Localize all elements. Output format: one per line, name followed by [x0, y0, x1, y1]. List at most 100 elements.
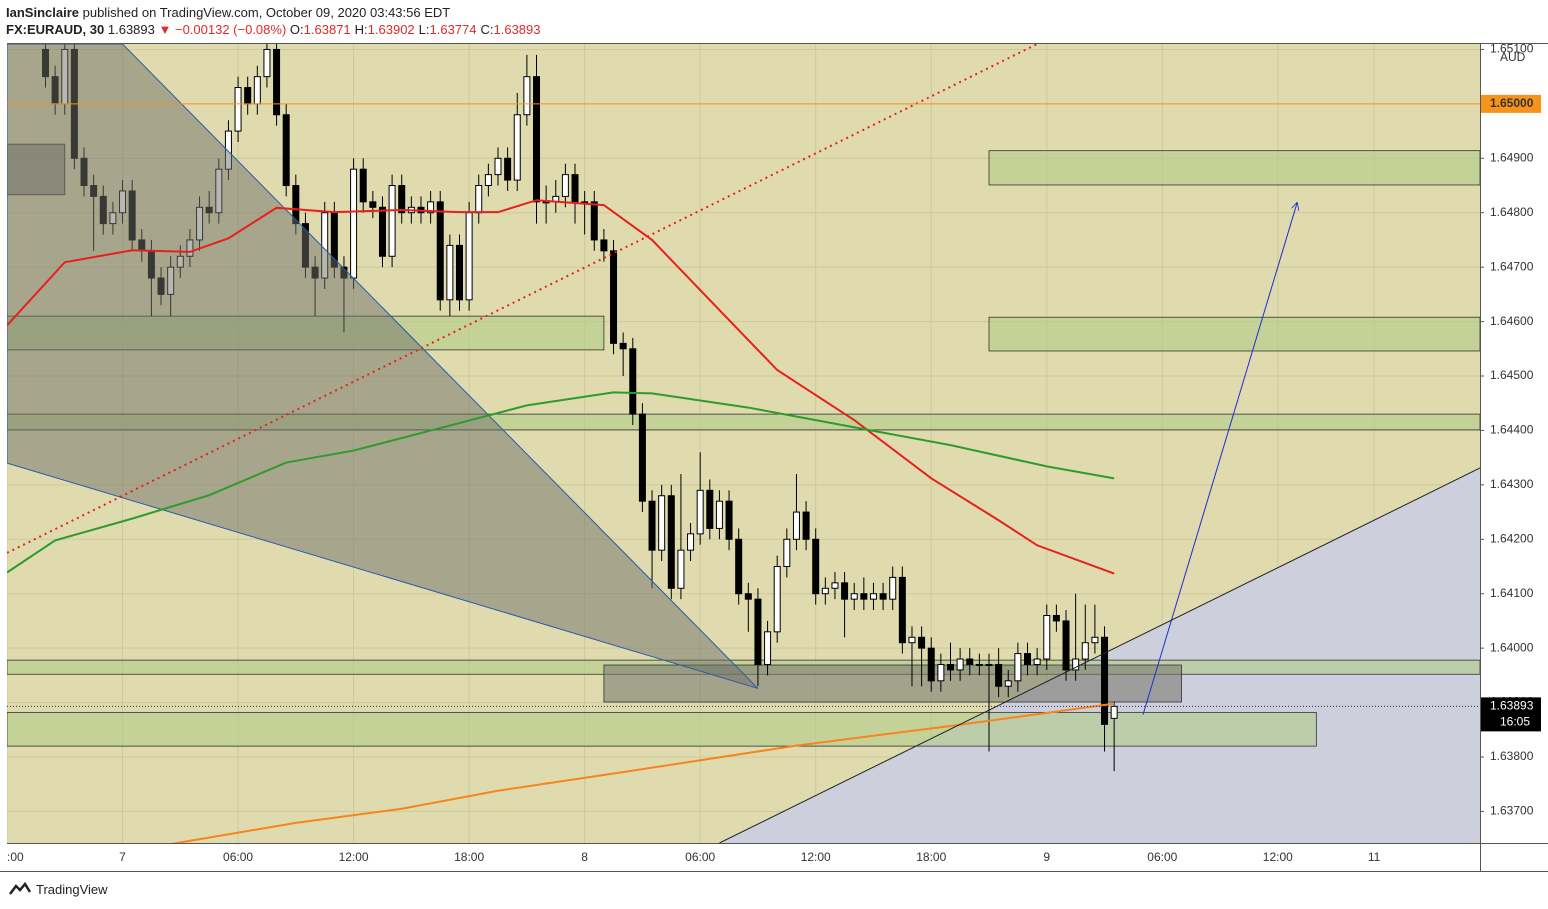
candle-body	[1033, 658, 1041, 665]
x-tick-label: 06:00	[223, 850, 253, 864]
candle-body	[427, 201, 435, 214]
price-line-label-box	[1481, 94, 1541, 113]
candle-body	[966, 658, 974, 665]
candle-body	[792, 511, 800, 540]
candle-body	[735, 538, 743, 595]
candle-body	[879, 593, 887, 600]
candle-body	[937, 663, 945, 682]
x-tick-label: 12:00	[1263, 850, 1293, 864]
symbol: FX:EURAUD, 30	[6, 22, 105, 37]
candle-body	[946, 663, 954, 671]
candle-body	[619, 342, 627, 350]
x-tick-label: 11	[1368, 850, 1381, 864]
x-tick-label: 9	[1043, 850, 1050, 864]
ohlc-value: 1.63893	[493, 22, 541, 37]
candle-body	[533, 76, 541, 203]
ohlc-label: C:	[480, 22, 494, 37]
x-tick-label: 8	[581, 850, 588, 864]
moving-average	[7, 199, 1115, 575]
y-tick-label: 1.64600	[1490, 314, 1534, 328]
candle-body	[350, 168, 358, 279]
candle-body	[1081, 642, 1089, 660]
candle-body	[764, 631, 772, 665]
zone	[603, 664, 1182, 703]
ohlc-label: L:	[418, 22, 430, 37]
candle-body	[841, 582, 849, 600]
y-tick-label: 1.64100	[1490, 586, 1534, 600]
x-tick-label: 12:00	[339, 850, 369, 864]
candle-body	[956, 658, 964, 671]
candle-body	[850, 593, 858, 600]
y-tick-label: 1.64400	[1490, 423, 1534, 437]
candle-body	[253, 76, 261, 105]
publish-line: IanSinclaire published on TradingView.co…	[6, 4, 545, 21]
y-tick-label: 1.63800	[1490, 749, 1534, 763]
candle-body	[985, 663, 993, 666]
candle-body	[687, 533, 695, 551]
candle-body	[571, 174, 579, 203]
candle-body	[610, 250, 618, 344]
candle-body	[1014, 653, 1022, 682]
zone	[988, 316, 1480, 352]
moving-average	[7, 391, 1115, 574]
candle-body	[561, 174, 569, 197]
zone	[988, 150, 1480, 186]
candle-body	[889, 576, 897, 600]
candle-body	[369, 201, 377, 208]
candle-body	[1004, 680, 1012, 687]
candle-body	[1072, 658, 1080, 671]
candle-body	[513, 114, 521, 181]
y-tick-label: 1.63700	[1490, 804, 1534, 818]
candle-body	[725, 500, 733, 540]
candle-body	[475, 185, 483, 214]
author: IanSinclaire	[6, 5, 79, 20]
candle-body	[706, 489, 714, 529]
candle-body	[744, 593, 752, 600]
candle-body	[869, 593, 877, 600]
candle-body	[455, 244, 463, 301]
brand: TradingView	[36, 881, 108, 897]
y-tick-label: 1.64200	[1490, 531, 1534, 545]
trendline	[1142, 203, 1297, 715]
candle-body	[821, 587, 829, 595]
candle-body	[1091, 636, 1099, 644]
ohlc: O:1.63871 H:1.63902 L:1.63774 C:1.63893	[290, 22, 545, 37]
change: ▼ −0.00132 (−0.08%)	[158, 22, 287, 37]
candle-body	[831, 582, 839, 589]
last-price-label: 1.63893	[1490, 699, 1534, 713]
candle-body	[263, 48, 271, 78]
trendline	[719, 467, 1480, 843]
candle-body	[388, 185, 396, 257]
candle-body	[658, 495, 666, 551]
plot	[7, 44, 1480, 843]
candle-body	[1110, 705, 1118, 719]
currency: AUD	[1500, 50, 1526, 64]
y-tick-label: 1.64500	[1490, 368, 1534, 382]
candle-body	[802, 511, 810, 540]
candle-body	[244, 87, 252, 105]
candle-body	[282, 114, 290, 187]
candle-body	[918, 636, 926, 649]
footer: TradingView	[8, 881, 108, 897]
x-tick-label: 06:00	[685, 850, 715, 864]
moving-average	[171, 702, 1115, 843]
y-tick-label: 1.65100	[1490, 42, 1534, 56]
price: 1.63893	[107, 22, 155, 37]
ohlc-value: 1.63774	[429, 22, 477, 37]
x-tick-label: :00	[7, 850, 24, 864]
candle-body	[273, 48, 281, 116]
candle-body	[638, 413, 646, 502]
candle-body	[378, 206, 386, 257]
axes: 1.637001.638001.639001.640001.641001.642…	[7, 42, 1541, 864]
candle-body	[908, 636, 916, 644]
candle-body	[600, 239, 608, 252]
y-tick-label: 1.64000	[1490, 640, 1534, 654]
x-tick-label: 12:00	[801, 850, 831, 864]
candle-body	[783, 538, 791, 568]
candle-body	[995, 663, 1003, 687]
ohlc-value: 1.63871	[303, 22, 351, 37]
candle-body	[436, 201, 444, 301]
candle-body	[1024, 653, 1032, 665]
countdown-label: 16:05	[1500, 715, 1530, 729]
